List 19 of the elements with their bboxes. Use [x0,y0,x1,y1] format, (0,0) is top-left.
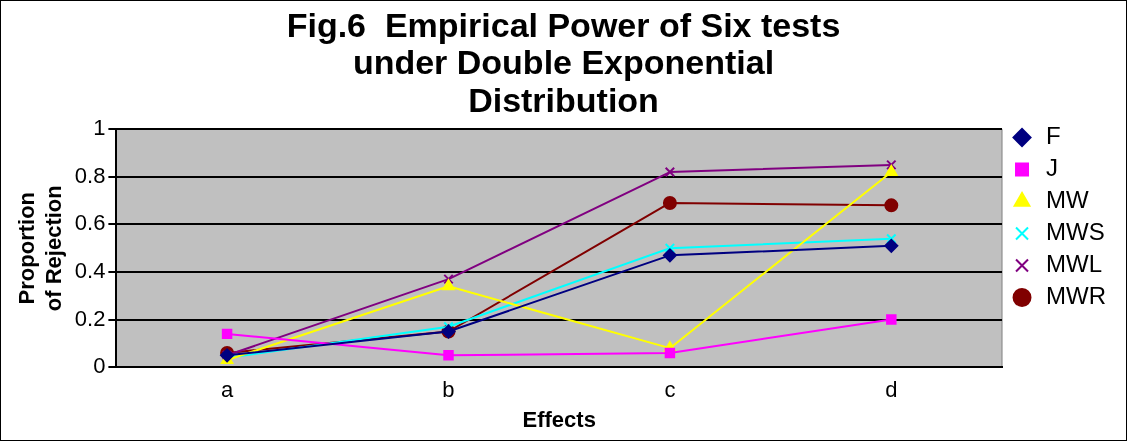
x-tick-label: b [442,377,455,403]
legend-label: F [1046,122,1061,150]
y-tick-label: 0.4 [74,258,106,284]
y-tick-label: 1 [93,115,106,141]
y-tick-label: 0 [93,353,106,379]
y-tick-label: 0.2 [74,305,106,331]
x-tick-label: c [664,377,676,403]
legend-label: J [1046,154,1059,182]
legend-label: MWR [1046,282,1107,310]
x-tick-label: a [220,377,234,403]
y-tick-label: 0.6 [74,210,106,236]
x-axis-title: Effects [522,406,596,432]
y-tick-label: 0.8 [74,162,106,188]
y-axis-title: Proportion of Rejection [14,185,66,312]
legend-label: MW [1046,186,1090,214]
chart-title: Fig.6 Empirical Power of Six tests under Double Exponential Distribution [286,6,841,119]
legend-label: MWS [1046,218,1105,246]
x-tick-label: d [885,377,898,403]
legend-label: MWL [1046,250,1103,278]
